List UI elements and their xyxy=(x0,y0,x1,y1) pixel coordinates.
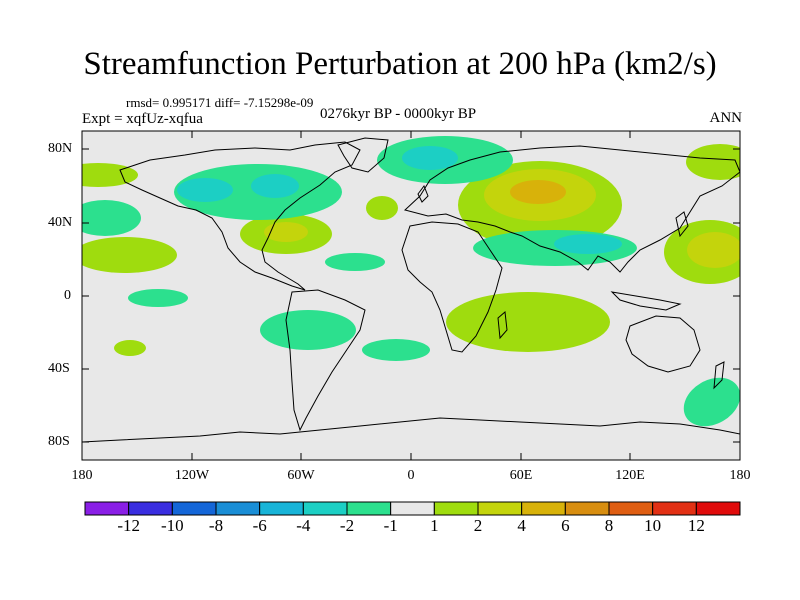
madagascar-coast xyxy=(497,311,508,340)
y-axis-label: 40N xyxy=(48,215,73,230)
negative-anomaly-south-atlantic xyxy=(362,339,430,361)
colorbar-swatch xyxy=(215,501,261,516)
negative-anomaly-south-asia-inner xyxy=(554,234,622,254)
x-axis-label: 180 xyxy=(71,468,93,483)
south-america-coast xyxy=(285,289,366,432)
positive-anomaly-gulf-inner xyxy=(264,222,308,242)
positive-anomaly-south-pacific xyxy=(114,340,146,356)
axis-ticks xyxy=(81,131,741,460)
colorbar-swatch xyxy=(652,501,697,516)
y-axis-label: 80S xyxy=(48,434,70,449)
colorbar-label: 1 xyxy=(430,516,439,535)
colorbar-swatch xyxy=(84,501,130,516)
negative-anomaly-tropical-atlantic xyxy=(325,253,385,271)
colorbar-swatch xyxy=(608,501,654,516)
colorbar-swatch xyxy=(128,501,173,516)
season-label: ANN xyxy=(709,110,743,126)
colorbar-swatch xyxy=(259,501,304,516)
positive-anomaly-atlantic xyxy=(366,196,398,220)
colorbar-swatch xyxy=(171,501,217,516)
experiment-label: Expt = xqfUz-xqfua xyxy=(82,111,203,127)
x-axis-label: 180 xyxy=(729,468,751,483)
negative-anomaly-north-pacific xyxy=(82,200,141,236)
positive-anomaly-central-asia-core xyxy=(510,180,566,204)
coastlines xyxy=(82,137,740,443)
greenland-coast xyxy=(337,137,389,173)
colorbar-swatch xyxy=(346,501,392,516)
colorbar-swatch xyxy=(390,501,435,516)
colorbar-label: 6 xyxy=(561,516,570,535)
uk-coast xyxy=(417,184,429,203)
colorbar-label: -2 xyxy=(339,516,355,535)
colorbar-label: -8 xyxy=(208,516,224,535)
period-label: 0276kyr BP - 0000kyr BP xyxy=(320,106,477,122)
x-axis-label: 60W xyxy=(287,468,315,483)
eurasia-coast xyxy=(403,145,740,273)
colorbar-label: 8 xyxy=(604,516,614,535)
x-axis-label: 0 xyxy=(407,468,415,483)
anomaly-fields xyxy=(82,136,740,427)
antarctica-coast xyxy=(82,417,740,443)
colorbar-label: 2 xyxy=(473,516,483,535)
colorbar-swatch xyxy=(521,501,566,516)
negative-anomaly-north-america-inner2 xyxy=(251,174,299,198)
colorbar-label: -1 xyxy=(383,516,398,535)
x-axis-label: 60E xyxy=(509,468,533,483)
positive-anomaly-indian-ocean xyxy=(446,292,610,352)
y-axis-label: 0 xyxy=(64,288,71,303)
x-axis-label: 120W xyxy=(174,468,210,483)
positive-anomaly-east-pacific xyxy=(82,237,177,273)
australia-coast xyxy=(625,315,701,373)
colorbar-swatch xyxy=(433,501,479,516)
y-axis-label: 40S xyxy=(48,361,70,376)
north-america-coast xyxy=(119,141,361,291)
rmsd-diff-stats: rmsd= 0.995171 diff= -7.15298e-09 xyxy=(126,95,314,110)
colorbar-swatch xyxy=(302,501,348,516)
negative-anomaly-north-america-inner xyxy=(177,178,233,202)
colorbar-label: -12 xyxy=(117,516,140,535)
colorbar-label: -4 xyxy=(296,516,311,535)
colorbar-label: -10 xyxy=(160,516,184,535)
negative-anomaly-south-america xyxy=(260,310,356,350)
colorbar-swatch xyxy=(564,501,610,516)
x-axis-label: 120E xyxy=(615,468,645,483)
negative-anomaly-north-atlantic-inner xyxy=(402,146,458,170)
africa-coast xyxy=(401,221,503,353)
colorbar-label: 12 xyxy=(687,516,705,535)
indonesia-coast xyxy=(610,291,682,311)
y-axis-label: 80N xyxy=(48,141,73,156)
colorbar-label: 10 xyxy=(644,516,662,535)
colorbar-label: 4 xyxy=(517,516,526,535)
new-zealand-coast xyxy=(713,361,725,390)
colorbar-swatch xyxy=(477,501,523,516)
positive-anomaly-pacific-inner xyxy=(687,232,740,268)
positive-anomaly-siberia xyxy=(686,144,740,180)
colorbar-label: -6 xyxy=(252,516,267,535)
negative-anomaly-southern-pacific xyxy=(683,377,740,427)
negative-anomaly-tropical-pacific xyxy=(128,289,188,307)
japan-coast xyxy=(675,211,689,238)
colorbar-swatch xyxy=(695,501,741,516)
plot-title: Streamfunction Perturbation at 200 hPa (… xyxy=(83,46,717,82)
